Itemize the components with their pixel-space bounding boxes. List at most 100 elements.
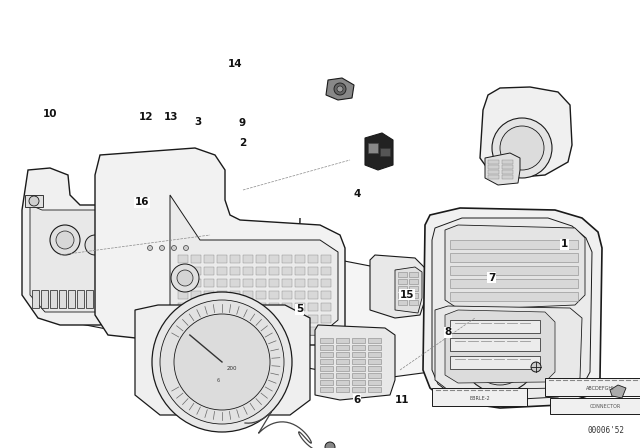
Bar [230, 267, 240, 275]
Bar [450, 240, 578, 249]
Bar [25, 195, 43, 207]
Bar [243, 303, 253, 311]
Bar [398, 293, 407, 298]
Bar [269, 267, 279, 275]
Bar [295, 279, 305, 287]
Circle shape [147, 246, 152, 250]
Bar [178, 315, 188, 323]
Bar [368, 345, 381, 350]
Bar [230, 291, 240, 299]
Bar [409, 293, 418, 298]
Bar [321, 267, 331, 275]
Circle shape [470, 325, 530, 385]
Circle shape [29, 196, 39, 206]
Text: 6: 6 [353, 395, 361, 405]
Bar [368, 387, 381, 392]
Bar [368, 143, 378, 153]
Bar [320, 387, 333, 392]
Text: 13: 13 [164, 112, 179, 122]
Bar [409, 286, 418, 291]
Bar [282, 291, 292, 299]
Bar [450, 253, 578, 262]
Bar [502, 175, 513, 179]
Bar [269, 255, 279, 263]
Bar [191, 255, 201, 263]
Bar [320, 380, 333, 385]
Polygon shape [326, 78, 354, 100]
Bar [398, 300, 407, 305]
Bar [368, 373, 381, 378]
Bar [321, 303, 331, 311]
Bar [269, 315, 279, 323]
Text: 12: 12 [139, 112, 153, 122]
Bar [398, 272, 407, 277]
Bar [409, 300, 418, 305]
Text: 4: 4 [353, 189, 361, 198]
Circle shape [159, 246, 164, 250]
Bar [256, 315, 266, 323]
Bar [230, 315, 240, 323]
Bar [269, 279, 279, 287]
Bar [191, 303, 201, 311]
Bar [450, 266, 578, 275]
Bar [488, 175, 499, 179]
Bar [230, 255, 240, 263]
Circle shape [177, 270, 193, 286]
Text: 7: 7 [488, 273, 495, 283]
Bar [256, 267, 266, 275]
Text: 00006'52: 00006'52 [587, 426, 624, 435]
Bar [321, 255, 331, 263]
Bar [256, 327, 266, 335]
Bar [398, 279, 407, 284]
Bar [295, 315, 305, 323]
Bar [269, 303, 279, 311]
Bar [204, 327, 214, 335]
Text: 8: 8 [444, 327, 452, 337]
Polygon shape [435, 306, 582, 390]
Bar [217, 315, 227, 323]
Bar [502, 160, 513, 164]
Bar [243, 315, 253, 323]
Text: ABCDEFGHI: ABCDEFGHI [586, 385, 614, 391]
Bar [352, 380, 365, 385]
Circle shape [531, 362, 541, 372]
Bar [321, 279, 331, 287]
Bar [409, 279, 418, 284]
Bar [308, 315, 318, 323]
Bar [450, 338, 540, 351]
Bar [282, 327, 292, 335]
Circle shape [492, 118, 552, 178]
Bar [243, 255, 253, 263]
Bar [320, 373, 333, 378]
Text: 6: 6 [216, 378, 220, 383]
Bar [86, 290, 93, 308]
Polygon shape [370, 255, 425, 318]
Bar [368, 352, 381, 357]
Text: 5: 5 [296, 304, 303, 314]
Bar [295, 291, 305, 299]
Bar [336, 345, 349, 350]
Bar [308, 279, 318, 287]
Bar [450, 292, 578, 301]
Bar [204, 255, 214, 263]
Text: 2: 2 [239, 138, 247, 148]
Bar [488, 165, 499, 169]
Polygon shape [95, 148, 345, 345]
Bar [450, 356, 540, 369]
Bar [336, 352, 349, 357]
Bar [320, 366, 333, 371]
Bar [59, 290, 66, 308]
Bar [295, 303, 305, 311]
Bar [204, 279, 214, 287]
Bar [243, 279, 253, 287]
Bar [368, 359, 381, 364]
Bar [269, 291, 279, 299]
Polygon shape [432, 218, 592, 400]
Bar [336, 380, 349, 385]
Text: 14: 14 [228, 59, 243, 69]
Bar [320, 338, 333, 343]
Text: 11: 11 [395, 395, 409, 405]
Bar [308, 327, 318, 335]
Bar [352, 366, 365, 371]
Bar [398, 286, 407, 291]
